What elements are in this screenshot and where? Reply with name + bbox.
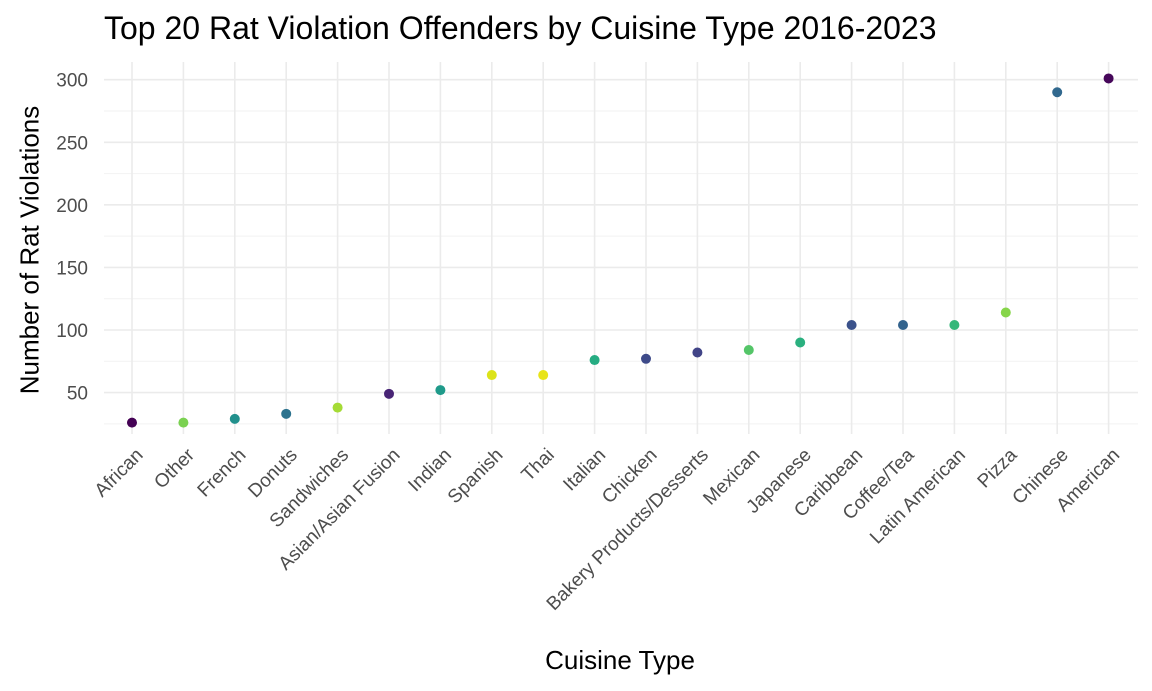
x-tick-label: Latin American: [866, 445, 970, 549]
data-point: [1052, 87, 1063, 98]
data-point: [281, 408, 292, 419]
data-point: [949, 319, 960, 330]
data-point: [898, 319, 908, 330]
x-tick-labels: African OtherFrenchDonutsSandwichesAsian/…: [91, 444, 1124, 615]
data-point: [692, 347, 703, 358]
x-tick-label: French: [194, 445, 251, 502]
x-tick-label: African: [91, 445, 148, 502]
data-point: [1103, 73, 1114, 84]
y-tick-label: 50: [67, 384, 88, 405]
y-tick-label: 150: [56, 258, 88, 279]
x-tick-label: Thai: [518, 445, 559, 486]
data-point: [229, 413, 240, 424]
x-tick-label: Spanish: [444, 445, 507, 508]
data-point: [641, 353, 651, 364]
data-points: [127, 73, 1114, 428]
data-point: [127, 417, 137, 428]
data-point: [332, 402, 343, 413]
chart-title: Top 20 Rat Violation Offenders by Cuisin…: [104, 10, 937, 46]
minor-gridlines: [104, 110, 1138, 425]
y-tick-label: 300: [56, 71, 88, 92]
y-tick-label: 200: [56, 196, 88, 217]
x-axis-title: Cuisine Type: [545, 645, 695, 675]
data-point: [589, 355, 600, 366]
y-tick-label: 250: [56, 133, 88, 154]
data-point: [1000, 307, 1011, 318]
major-gridlines: [104, 62, 1138, 434]
data-point: [435, 385, 446, 396]
data-point: [795, 337, 806, 348]
y-tick-labels: 50 100 150 200 250 300: [56, 71, 88, 405]
x-tick-label: Other: [150, 444, 199, 493]
data-point: [846, 319, 857, 330]
y-tick-label: 100: [56, 321, 88, 342]
data-point: [486, 370, 497, 381]
data-point: [178, 417, 189, 428]
data-point: [538, 370, 549, 381]
x-tick-label: Pizza: [974, 444, 1022, 492]
data-point: [384, 388, 394, 399]
data-point: [743, 345, 754, 356]
